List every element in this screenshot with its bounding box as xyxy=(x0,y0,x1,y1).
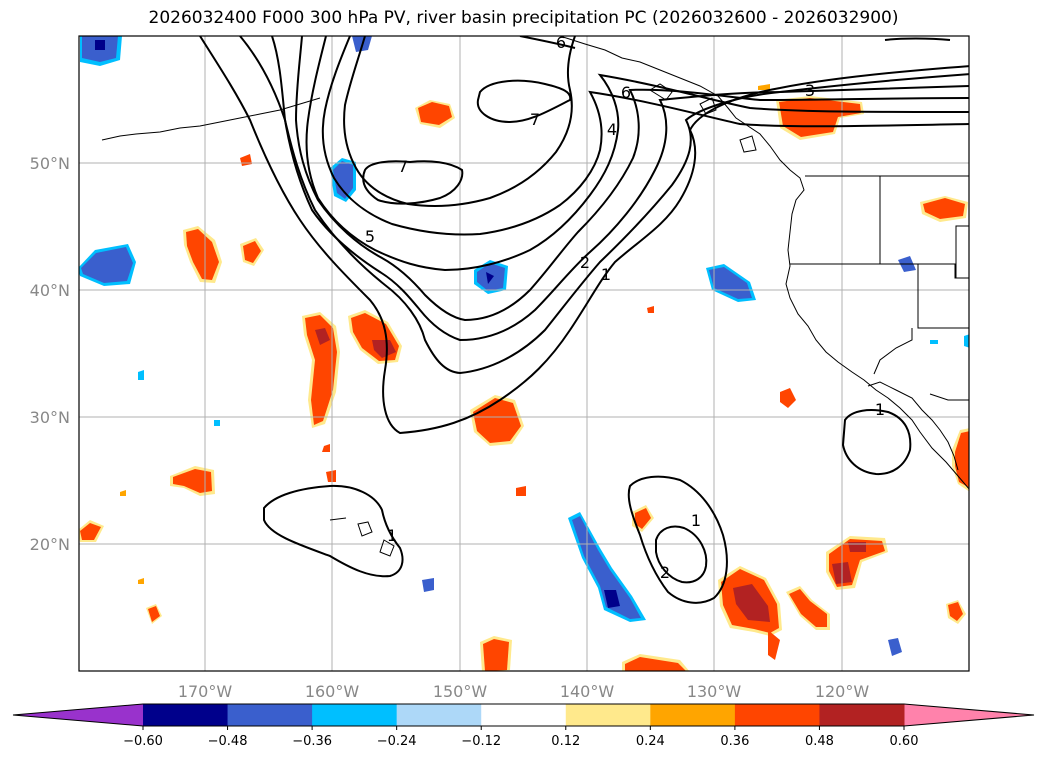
positive-anomaly-patch xyxy=(146,604,162,624)
lat-tick-label: 50°N xyxy=(30,154,70,173)
pv-contour xyxy=(294,36,969,322)
positive-anomaly-patch xyxy=(170,466,215,496)
contour-labels: 6 6 7 7 5 4 3 2 1 1 1 1 2 xyxy=(365,33,885,582)
colorbar-segment xyxy=(312,704,398,726)
colorbar-tick-label: −0.24 xyxy=(377,734,417,749)
pv-contour xyxy=(321,36,969,236)
positive-anomaly-patch xyxy=(920,196,968,222)
pv-contour xyxy=(627,475,728,604)
lon-tick-label: 120°W xyxy=(815,682,870,701)
lon-tick-labels: 170°W 160°W 150°W 140°W 130°W 120°W xyxy=(178,682,870,701)
pv-contours xyxy=(199,36,969,604)
colorbar-tick-label: −0.12 xyxy=(461,734,501,749)
colorbar-segment xyxy=(734,704,820,726)
pv-contour xyxy=(519,36,576,49)
positive-anomaly-patch xyxy=(302,312,340,428)
contour-label: 3 xyxy=(805,81,815,100)
contour-label: 1 xyxy=(875,400,885,419)
colorbar-segment xyxy=(819,704,905,726)
lon-tick-label: 160°W xyxy=(305,682,360,701)
positive-anomaly-patch xyxy=(786,586,830,630)
colorbar-tick-label: −0.60 xyxy=(123,734,163,749)
lat-tick-label: 20°N xyxy=(30,535,70,554)
colorbar-extend-max xyxy=(904,704,1034,726)
lat-tick-labels: 20°N 30°N 40°N 50°N xyxy=(30,154,70,554)
colorbar-tick-label: 0.24 xyxy=(636,734,665,749)
negative-anomaly-patch xyxy=(706,264,756,302)
pv-contour xyxy=(884,37,951,41)
colorbar-segment xyxy=(227,704,313,726)
positive-anomaly-patch xyxy=(952,428,969,492)
colorbar-tick-label: −0.48 xyxy=(208,734,248,749)
colorbar-segment xyxy=(650,704,736,726)
colorbar-segment xyxy=(143,704,229,726)
lon-tick-label: 140°W xyxy=(560,682,615,701)
contour-label: 4 xyxy=(607,120,617,139)
positive-anomaly-patch xyxy=(632,505,654,532)
pv-contour xyxy=(343,36,576,207)
lon-tick-label: 170°W xyxy=(178,682,233,701)
colorbar-extend-min xyxy=(13,704,143,726)
lat-tick-label: 40°N xyxy=(30,281,70,300)
positive-anomaly-patch xyxy=(480,636,512,671)
contour-label: 7 xyxy=(530,110,540,129)
colorbar-segment xyxy=(481,704,567,726)
positive-anomaly-patch xyxy=(240,238,264,266)
contour-label: 1 xyxy=(691,511,701,530)
pv-contour xyxy=(271,36,969,342)
chart-title: 2026032400 F000 300 hPa PV, river basin … xyxy=(148,8,899,28)
pv-contour xyxy=(841,409,912,476)
gridlines xyxy=(79,36,969,671)
positive-anomaly-patch xyxy=(183,226,222,283)
contour-label: 1 xyxy=(387,526,397,545)
contour-label: 6 xyxy=(621,83,631,102)
contour-label: 6 xyxy=(556,33,566,52)
colorbar-tick-label: 0.36 xyxy=(720,734,749,749)
positive-anomaly-patch xyxy=(120,84,796,584)
pv-contour xyxy=(263,484,404,578)
colorbar-tick-label: −0.36 xyxy=(292,734,332,749)
colorbar-tick-label: 0.12 xyxy=(551,734,580,749)
colorbar-segment xyxy=(565,704,651,726)
positive-anomaly-patch xyxy=(946,600,966,624)
contour-label: 2 xyxy=(580,253,590,272)
positive-anomaly-patch xyxy=(79,520,104,542)
contour-label: 5 xyxy=(365,227,375,246)
pv-contour xyxy=(305,36,969,272)
pv-contour xyxy=(655,525,708,584)
lon-tick-label: 130°W xyxy=(687,682,742,701)
plot-area xyxy=(79,36,969,671)
contour-label: 7 xyxy=(398,157,408,176)
positive-anomaly-patch xyxy=(622,654,690,671)
negative-anomaly-patch xyxy=(80,36,122,66)
colorbar-tick-label: 0.60 xyxy=(890,734,919,749)
colorbar-tick-label: 0.48 xyxy=(805,734,834,749)
negative-anomaly-patch xyxy=(474,260,508,294)
negative-anomaly-patch xyxy=(79,244,136,286)
positive-anomaly-patch xyxy=(718,566,782,660)
positive-anomaly-patch xyxy=(415,100,455,128)
lat-tick-label: 30°N xyxy=(30,408,70,427)
colorbar-segment xyxy=(396,704,482,726)
contour-label: 2 xyxy=(660,563,670,582)
contour-label: 1 xyxy=(601,265,611,284)
colorbar: −0.60 −0.48 −0.36 −0.24 −0.12 0.12 0.24 0.36 0.4… xyxy=(12,703,1035,749)
pv-contour xyxy=(476,79,572,124)
precip-pc-shading xyxy=(79,36,969,671)
map-frame xyxy=(78,35,970,672)
negative-anomaly-patch xyxy=(330,158,356,202)
pv-contour xyxy=(362,160,464,205)
lon-tick-label: 150°W xyxy=(433,682,488,701)
